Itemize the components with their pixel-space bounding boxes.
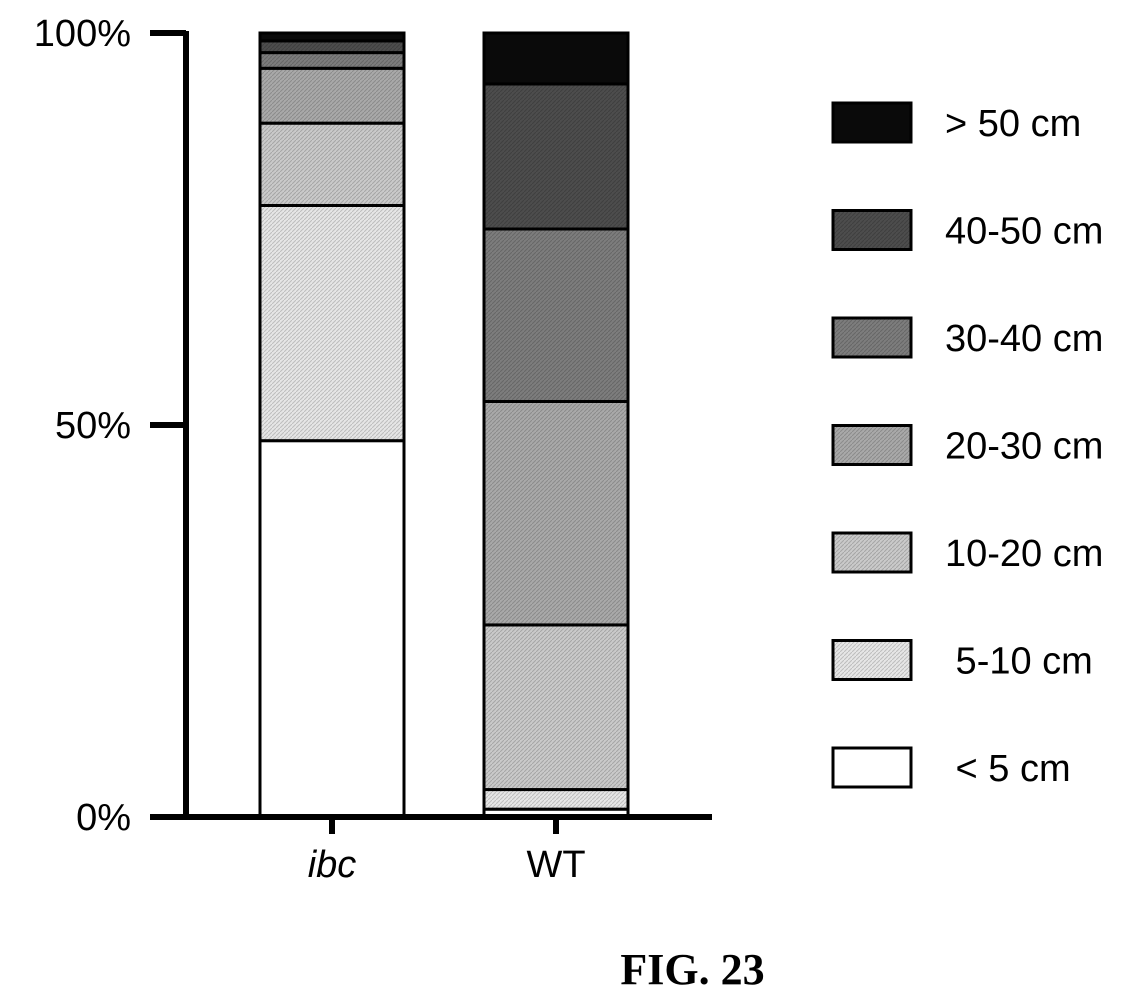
bar-segment — [258, 31, 406, 43]
x-tick-label: WT — [526, 844, 585, 886]
legend-label: 10-20 cm — [945, 533, 1103, 575]
legend-label: 30-40 cm — [945, 318, 1103, 360]
legend-label: 5-10 cm — [945, 641, 1093, 683]
legend-swatch — [831, 746, 913, 789]
legend-label: < 5 cm — [945, 748, 1071, 790]
legend-swatch — [831, 531, 913, 574]
y-tick-label: 50% — [55, 405, 131, 447]
bar-segment — [482, 788, 630, 811]
bar-segment — [258, 51, 406, 70]
y-tick-label: 100% — [34, 13, 131, 55]
bar-segment — [258, 439, 406, 819]
legend-swatch — [831, 424, 913, 466]
bar-segment — [482, 82, 630, 231]
figure-label: FIG. 23 — [620, 945, 765, 994]
x-axis: ibc WT — [183, 814, 712, 886]
legend-item: 40-50 cm — [831, 209, 1103, 253]
legend-swatch — [831, 209, 913, 251]
legend-item: 30-40 cm — [831, 316, 1103, 360]
y-axis: 0% 50% 100% — [34, 13, 189, 839]
bar-segment — [258, 203, 406, 443]
bar-segment — [258, 66, 406, 125]
bar-segment — [258, 121, 406, 207]
bar-segment — [482, 227, 630, 403]
legend-label: > 50 cm — [945, 103, 1081, 145]
legend-item: 20-30 cm — [831, 424, 1103, 468]
stacked-bar-chart: 0% 50% 100% ibc WT > 50 cm 40-50 cm 30-40 cm 2… — [34, 13, 1104, 886]
legend-label: 20-30 cm — [945, 426, 1103, 468]
legend-swatch — [831, 101, 913, 144]
plot-area — [258, 31, 630, 819]
legend-item: 10-20 cm — [831, 531, 1103, 575]
bar-segment — [482, 31, 630, 86]
legend-item: > 50 cm — [831, 101, 1081, 145]
x-tick-label: ibc — [308, 844, 357, 886]
bar-segment — [482, 623, 630, 792]
legend-item: < 5 cm — [831, 746, 1071, 790]
bar-segment — [482, 399, 630, 627]
legend-swatch — [831, 316, 913, 359]
legend-swatch — [831, 639, 913, 681]
y-tick-label: 0% — [76, 797, 131, 839]
legend-label: 40-50 cm — [945, 211, 1103, 253]
legend-item: 5-10 cm — [831, 639, 1093, 683]
bar-segment — [258, 39, 406, 55]
